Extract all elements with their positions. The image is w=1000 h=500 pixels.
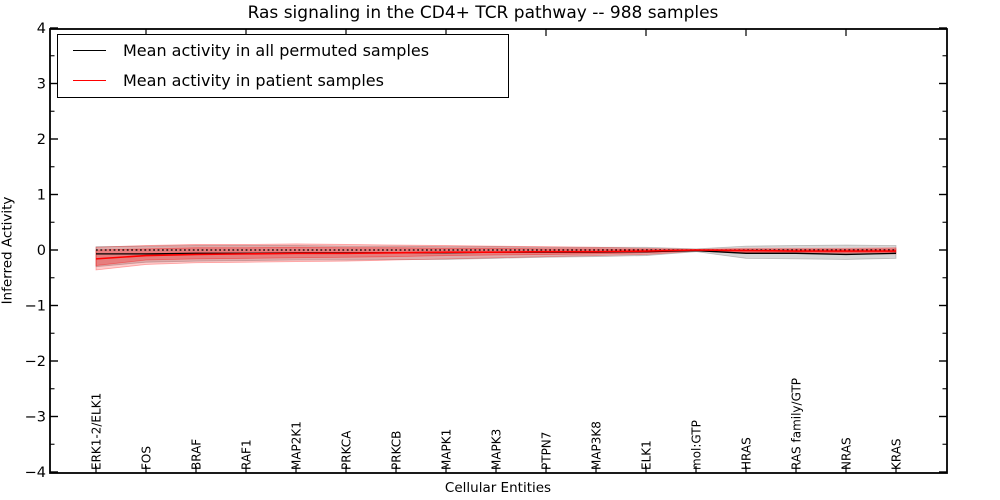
x-category-label: PTPN7 xyxy=(540,432,554,470)
x-category-label: RAS family/GTP xyxy=(790,378,804,470)
x-category-label: ELK1 xyxy=(640,440,654,470)
x-category-label: MAPK3 xyxy=(490,429,504,470)
axes-frame xyxy=(49,28,948,474)
red-line-swatch-icon xyxy=(73,79,106,81)
x-category-label: mol:GTP xyxy=(690,420,704,470)
x-category-label: PRKCB xyxy=(390,431,404,470)
band-patient-samples-range-inner xyxy=(95,246,897,266)
series-line-patient xyxy=(95,249,896,260)
y-tick-label: −2 xyxy=(25,354,46,370)
x-category-label: NRAS xyxy=(840,437,854,470)
y-tick-label: −4 xyxy=(25,465,46,481)
y-tick-label: −3 xyxy=(25,410,46,426)
x-category-label: MAPK1 xyxy=(440,429,454,470)
x-category-label: KRAS xyxy=(890,438,904,470)
x-category-label: FOS xyxy=(140,446,154,470)
y-axis-title: Inferred Activity xyxy=(0,196,16,305)
y-tick-label: 0 xyxy=(37,243,46,259)
y-tick-label: −1 xyxy=(25,299,46,315)
y-tick-label: 1 xyxy=(37,188,46,204)
legend-item-permuted: Mean activity in all permuted samples xyxy=(58,35,508,65)
legend-item-patient: Mean activity in patient samples xyxy=(58,65,508,95)
x-category-label: MAP2K1 xyxy=(290,421,304,470)
black-line-swatch-icon xyxy=(73,49,106,51)
legend-box: Mean activity in all permuted samples Me… xyxy=(57,34,509,98)
x-category-label: BRAF xyxy=(190,439,204,470)
chart-title: Ras signaling in the CD4+ TCR pathway --… xyxy=(247,3,719,23)
y-tick-label: 3 xyxy=(37,77,46,93)
x-category-label: ERK1-2/ELK1 xyxy=(90,393,104,470)
x-axis-title: Cellular Entities xyxy=(444,480,552,496)
y-tick-label: 4 xyxy=(37,21,46,37)
x-category-label: RAF1 xyxy=(240,439,254,470)
x-category-label: HRAS xyxy=(740,437,754,470)
x-category-label: PRKCA xyxy=(340,430,354,470)
legend-label-permuted: Mean activity in all permuted samples xyxy=(123,40,430,60)
x-category-label: MAP3K8 xyxy=(590,421,604,470)
y-tick-label: 2 xyxy=(37,132,46,148)
legend-label-patient: Mean activity in patient samples xyxy=(123,70,384,90)
